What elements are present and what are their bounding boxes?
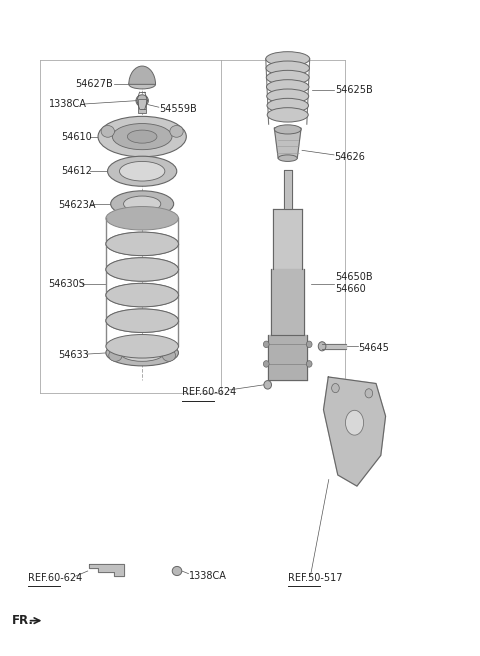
Text: 54625B: 54625B [336, 85, 373, 94]
Text: 54626: 54626 [335, 152, 365, 162]
Text: 54612: 54612 [61, 166, 92, 176]
Ellipse shape [266, 79, 309, 94]
Ellipse shape [306, 341, 312, 348]
Ellipse shape [106, 258, 179, 281]
Ellipse shape [108, 156, 177, 186]
Text: 54623A: 54623A [58, 200, 95, 210]
Polygon shape [322, 344, 346, 349]
Ellipse shape [264, 380, 272, 389]
Text: 54645: 54645 [359, 342, 389, 352]
Ellipse shape [266, 70, 309, 85]
Ellipse shape [266, 52, 310, 66]
Text: 54630S: 54630S [48, 279, 85, 289]
Text: 54633: 54633 [59, 350, 89, 360]
Ellipse shape [106, 283, 179, 307]
Ellipse shape [365, 389, 372, 398]
Ellipse shape [267, 89, 309, 104]
Ellipse shape [109, 350, 122, 361]
Ellipse shape [267, 98, 309, 113]
Ellipse shape [120, 344, 164, 361]
Ellipse shape [267, 108, 308, 122]
Text: REF.60-624: REF.60-624 [182, 387, 236, 397]
Ellipse shape [129, 80, 156, 89]
Ellipse shape [264, 341, 269, 348]
Text: 1338CA: 1338CA [49, 99, 87, 109]
Ellipse shape [172, 566, 182, 575]
Ellipse shape [106, 309, 179, 333]
Text: 54610: 54610 [61, 132, 92, 142]
Ellipse shape [106, 232, 179, 256]
Ellipse shape [306, 361, 312, 367]
Ellipse shape [98, 116, 186, 157]
Ellipse shape [162, 350, 176, 361]
Ellipse shape [136, 95, 148, 106]
Ellipse shape [275, 125, 301, 134]
Ellipse shape [112, 123, 172, 150]
Text: FR.: FR. [12, 614, 34, 627]
Text: 54627B: 54627B [75, 79, 113, 89]
Polygon shape [89, 564, 124, 576]
Ellipse shape [111, 191, 174, 217]
Text: 54660: 54660 [336, 284, 366, 294]
Ellipse shape [106, 232, 179, 256]
Ellipse shape [106, 340, 179, 366]
Ellipse shape [106, 335, 179, 358]
Ellipse shape [106, 258, 179, 281]
Ellipse shape [266, 61, 310, 75]
Polygon shape [284, 170, 291, 209]
Text: 1338CA: 1338CA [189, 571, 227, 581]
Polygon shape [274, 209, 302, 269]
Wedge shape [129, 66, 156, 85]
Text: 54650B: 54650B [336, 272, 373, 282]
Ellipse shape [278, 155, 297, 161]
Ellipse shape [106, 309, 179, 333]
Ellipse shape [346, 410, 364, 435]
Ellipse shape [264, 361, 269, 367]
Polygon shape [268, 335, 307, 380]
Ellipse shape [106, 283, 179, 307]
Ellipse shape [127, 130, 157, 143]
Ellipse shape [120, 161, 165, 181]
Ellipse shape [101, 125, 115, 137]
Text: 54559B: 54559B [159, 104, 197, 114]
Polygon shape [275, 128, 301, 158]
Polygon shape [272, 269, 304, 335]
Ellipse shape [106, 207, 179, 230]
Text: REF.60-624: REF.60-624 [28, 573, 82, 583]
FancyBboxPatch shape [138, 98, 146, 113]
Ellipse shape [332, 384, 339, 393]
Ellipse shape [123, 196, 161, 212]
Polygon shape [324, 377, 385, 486]
Ellipse shape [318, 342, 326, 351]
Ellipse shape [170, 125, 183, 137]
Text: REF.50-517: REF.50-517 [288, 573, 342, 583]
